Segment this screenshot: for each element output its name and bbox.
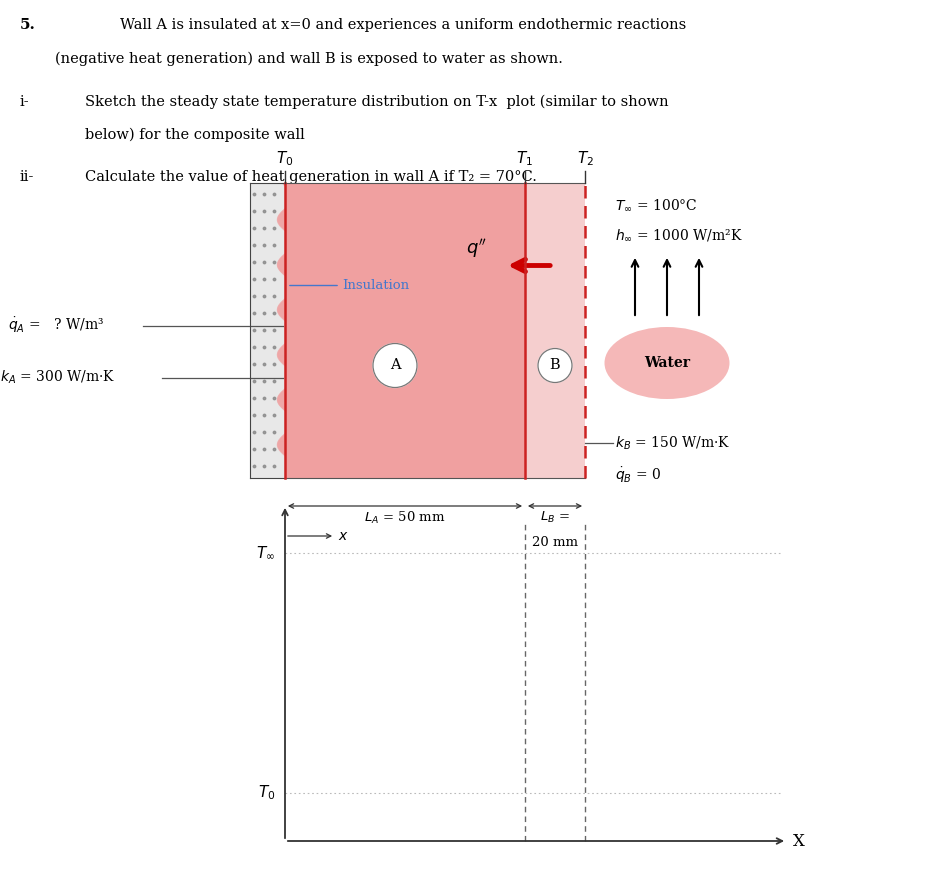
Text: Water: Water xyxy=(644,356,690,370)
Text: 5.: 5. xyxy=(20,18,36,32)
Text: ii-: ii- xyxy=(20,170,34,184)
Text: $T_\infty$ = 100°C: $T_\infty$ = 100°C xyxy=(615,197,698,213)
Text: Calculate the value of heat generation in wall A if T₂ = 70°C.: Calculate the value of heat generation i… xyxy=(85,170,537,184)
Text: X: X xyxy=(793,833,805,849)
Text: below) for the composite wall: below) for the composite wall xyxy=(85,128,304,142)
Circle shape xyxy=(373,343,417,388)
Ellipse shape xyxy=(605,327,730,399)
Text: Sketch the steady state temperature distribution on T-x  plot (similar to shown: Sketch the steady state temperature dist… xyxy=(85,95,668,109)
Text: $h_\infty$ = 1000 W/m²K: $h_\infty$ = 1000 W/m²K xyxy=(615,227,742,243)
Text: $q''$: $q''$ xyxy=(466,237,487,260)
Text: $x$: $x$ xyxy=(338,529,349,543)
Text: Insulation: Insulation xyxy=(342,279,410,292)
Text: Wall A is insulated at x=0 and experiences a uniform endothermic reactions: Wall A is insulated at x=0 and experienc… xyxy=(120,18,686,32)
Text: (negative heat generation) and wall B is exposed to water as shown.: (negative heat generation) and wall B is… xyxy=(55,52,563,66)
Circle shape xyxy=(538,348,572,382)
Text: $T_\infty$: $T_\infty$ xyxy=(256,545,275,561)
Text: $T_1$: $T_1$ xyxy=(517,149,534,168)
Text: A: A xyxy=(390,359,400,373)
Text: 20 mm: 20 mm xyxy=(532,536,578,549)
Text: $T_2$: $T_2$ xyxy=(576,149,593,168)
Text: $\dot{q}_A$ =   ? W/m³: $\dot{q}_A$ = ? W/m³ xyxy=(8,316,104,335)
Text: $L_B$ =: $L_B$ = xyxy=(540,510,570,525)
Text: $k_B$ = 150 W/m·K: $k_B$ = 150 W/m·K xyxy=(615,434,731,451)
Text: i-: i- xyxy=(20,95,29,109)
Text: $\dot{q}_B$ = 0: $\dot{q}_B$ = 0 xyxy=(615,465,662,485)
Text: $T_0$: $T_0$ xyxy=(276,149,294,168)
Bar xyxy=(285,183,525,478)
Text: $L_A$ = 50 mm: $L_A$ = 50 mm xyxy=(364,510,446,526)
Text: B: B xyxy=(550,359,560,373)
Bar xyxy=(250,183,285,478)
Text: $T_0$: $T_0$ xyxy=(258,784,275,802)
Bar xyxy=(525,183,585,478)
Text: $k_A$ = 300 W/m·K: $k_A$ = 300 W/m·K xyxy=(0,368,116,386)
